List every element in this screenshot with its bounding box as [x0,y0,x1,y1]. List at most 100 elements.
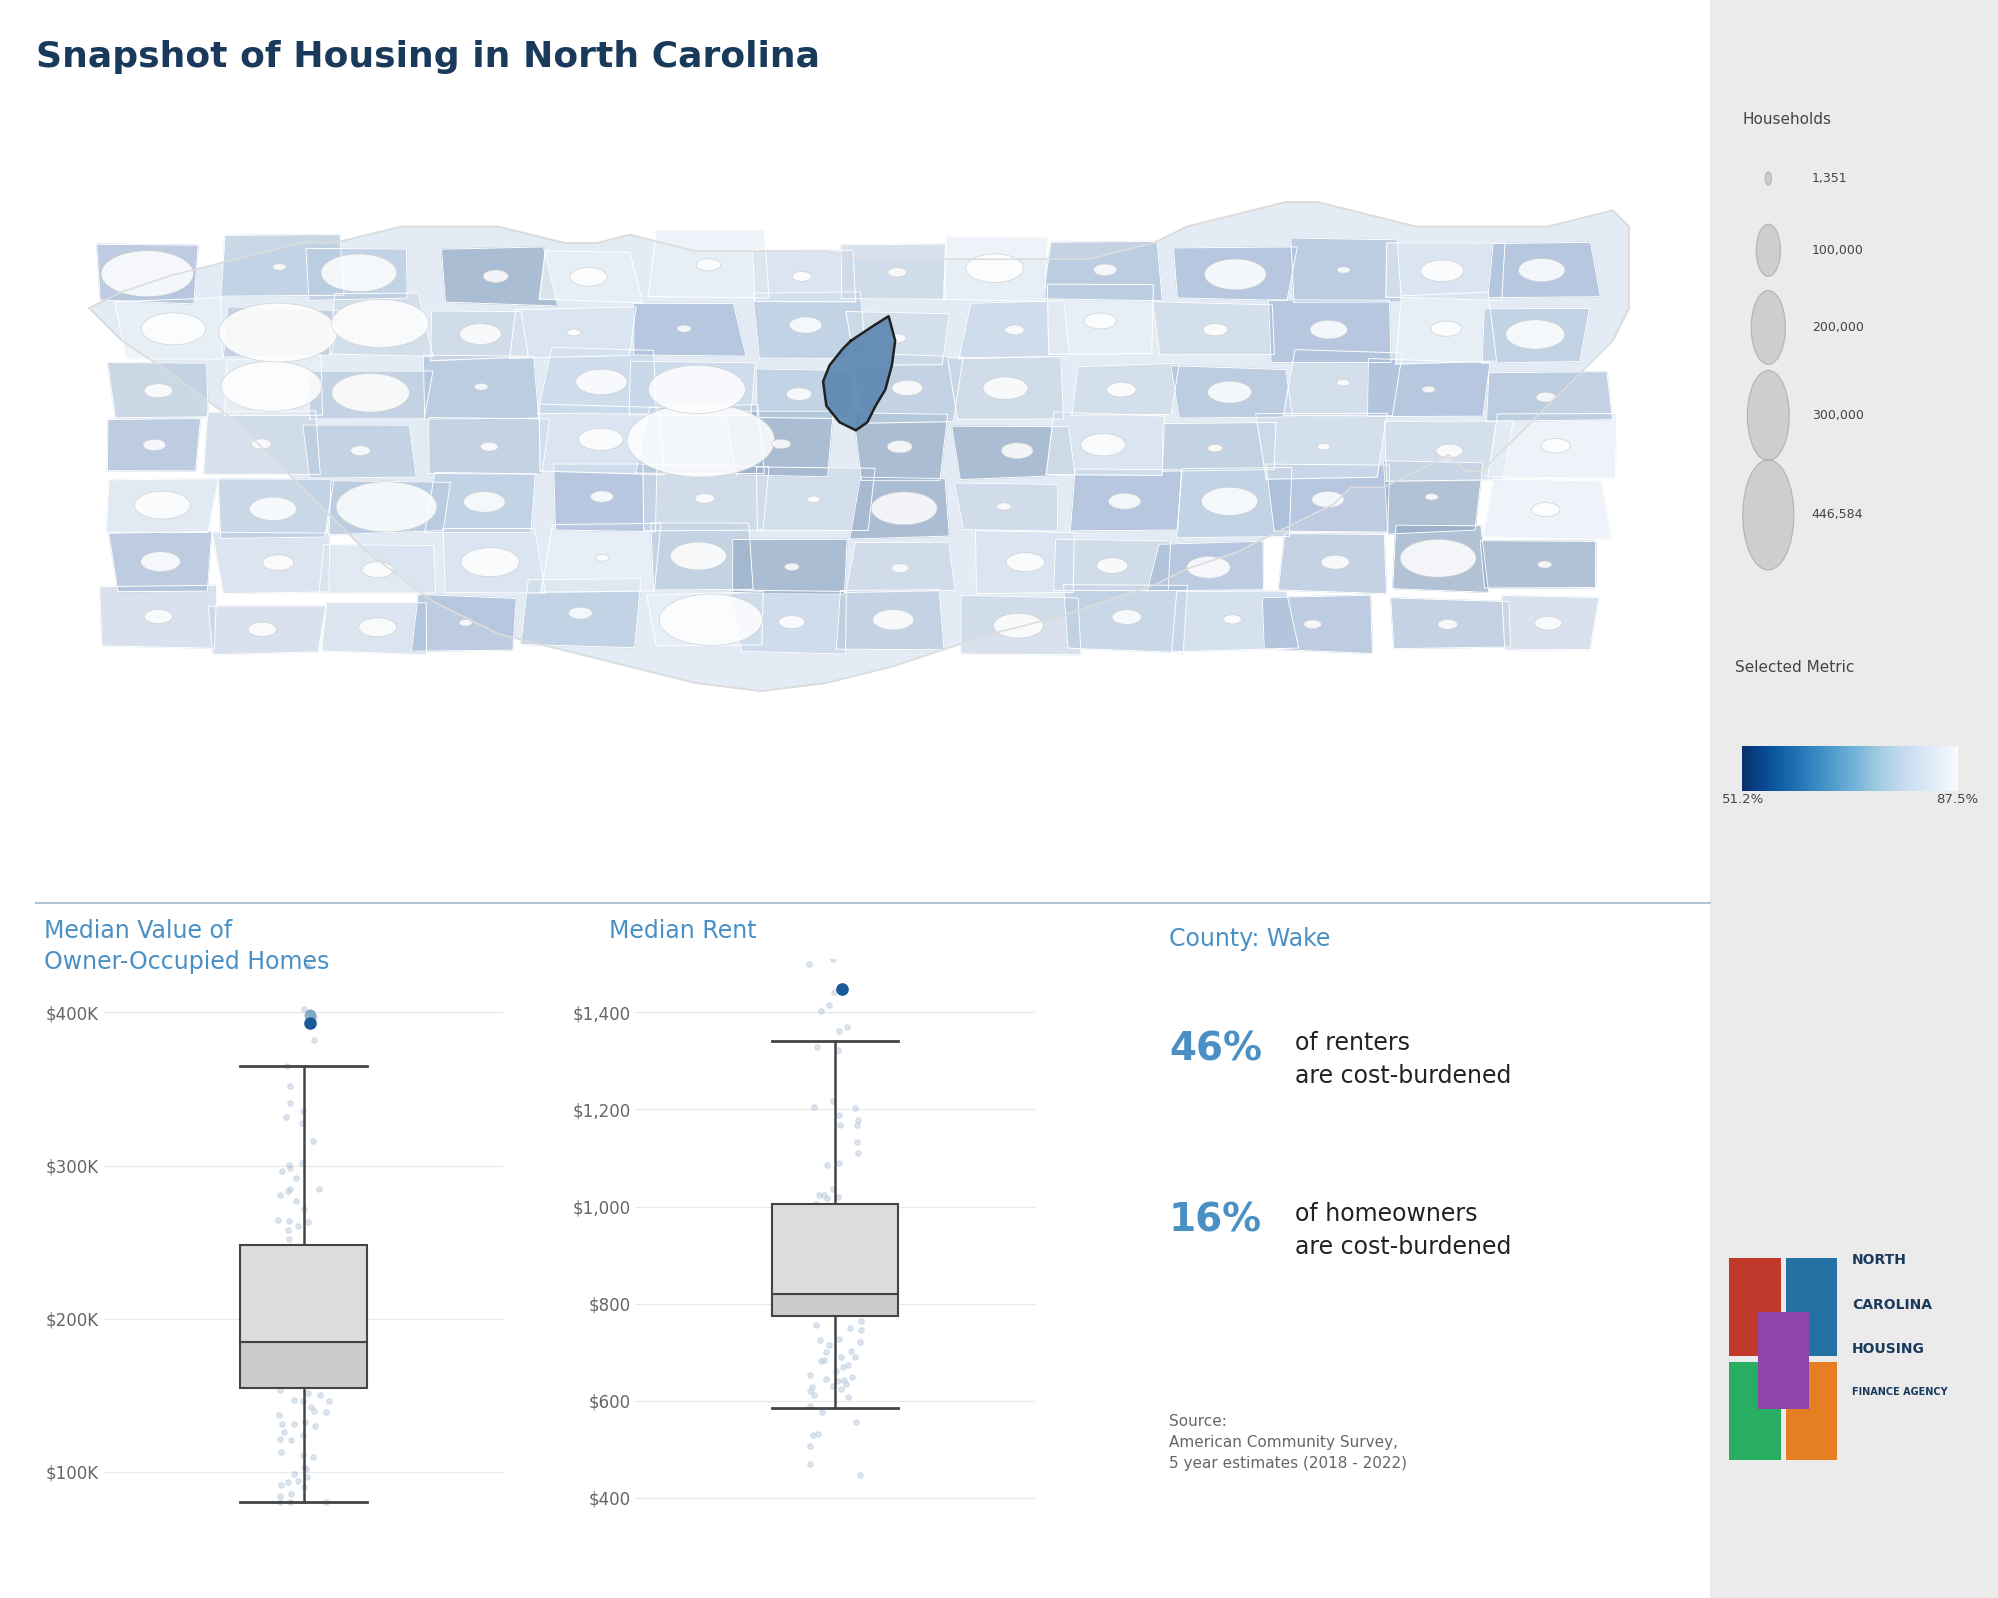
Point [266,1440,298,1465]
Circle shape [220,304,338,363]
Circle shape [484,270,507,283]
Circle shape [1337,267,1351,273]
Circle shape [144,609,172,623]
Point [292,1210,324,1235]
Point [262,1206,294,1232]
Point [294,1002,326,1028]
Polygon shape [330,481,450,535]
Point [823,1258,855,1283]
Point [296,1285,328,1310]
Point [837,1285,869,1310]
Point [272,1053,304,1079]
Polygon shape [308,371,434,419]
Polygon shape [753,249,855,302]
Text: of renters
are cost-burdened: of renters are cost-burdened [1295,1031,1510,1088]
Circle shape [1107,382,1137,396]
Point [312,1278,344,1304]
Circle shape [1437,444,1463,457]
Circle shape [1201,487,1259,516]
Point [304,1382,336,1408]
Polygon shape [1171,591,1299,652]
Point [306,1280,338,1306]
Point [298,1256,330,1282]
Point [298,1398,330,1424]
Circle shape [248,622,276,636]
Circle shape [250,497,296,521]
Point [294,1346,326,1371]
Point [839,1409,871,1435]
Text: 87.5%: 87.5% [1936,793,1978,805]
Polygon shape [1291,238,1401,302]
Circle shape [659,594,763,646]
Circle shape [577,428,623,451]
Polygon shape [647,230,769,299]
Text: 16%: 16% [1169,1202,1263,1240]
Point [276,1427,308,1453]
Bar [1786,1361,1836,1461]
Bar [1786,1259,1836,1357]
Circle shape [1742,460,1794,570]
Polygon shape [1063,585,1187,652]
Point [793,1377,825,1403]
Circle shape [595,555,609,561]
Polygon shape [100,585,216,649]
Point [310,1489,342,1515]
Polygon shape [430,417,549,475]
Circle shape [332,374,410,412]
Point [837,1283,869,1309]
Circle shape [871,492,937,524]
Point [793,951,825,976]
Circle shape [887,334,905,342]
Point [807,1183,839,1208]
Polygon shape [961,594,1081,655]
Polygon shape [853,412,947,481]
Polygon shape [509,307,635,358]
Point [805,1230,837,1256]
Point [809,1347,841,1373]
Point [823,1200,855,1226]
Circle shape [873,609,913,630]
Point [298,1366,330,1392]
Point [290,1409,322,1435]
Polygon shape [426,473,535,532]
Point [280,1347,312,1373]
Point [314,1365,346,1390]
Point [274,1176,306,1202]
Circle shape [1750,291,1786,364]
Point [845,1264,877,1290]
Point [823,1103,855,1128]
Point [268,1285,300,1310]
Polygon shape [304,425,416,478]
Point [795,1393,827,1419]
Point [288,1454,320,1480]
Point [272,1469,304,1494]
Point [821,1242,853,1267]
Point [797,1422,829,1448]
Circle shape [1518,259,1564,281]
Polygon shape [1393,526,1489,593]
Point [813,1333,845,1358]
Point [823,1037,855,1063]
Point [845,1462,877,1488]
Point [300,1283,332,1309]
Polygon shape [1047,412,1165,475]
Point [841,1283,873,1309]
Point [801,1312,833,1338]
Point [282,1322,314,1347]
Polygon shape [108,532,212,591]
Text: 100,000: 100,000 [1812,244,1864,257]
Point [843,1330,875,1355]
Point [300,1414,332,1440]
Point [839,1344,871,1369]
Point [831,1280,863,1306]
Point [839,1095,871,1120]
Circle shape [322,254,398,292]
Point [831,1243,863,1269]
Polygon shape [224,355,322,415]
Text: Snapshot of Housing in North Carolina: Snapshot of Housing in North Carolina [36,40,819,74]
Circle shape [140,551,180,572]
Polygon shape [444,529,545,593]
Point [825,976,857,1002]
Point [298,1128,330,1154]
Point [823,1184,855,1210]
